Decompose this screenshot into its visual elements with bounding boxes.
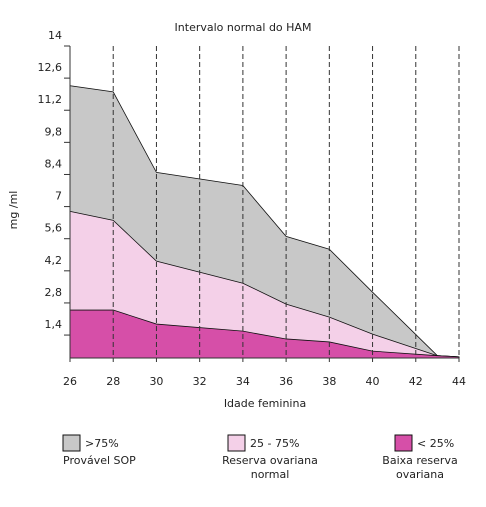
- y-tick-label: 11,2: [38, 93, 63, 106]
- x-tick-label: 36: [279, 375, 293, 388]
- legend-description: normal: [251, 468, 290, 481]
- legend-label: < 25%: [417, 437, 454, 450]
- x-tick-label: 26: [63, 375, 77, 388]
- x-tick-label: 42: [409, 375, 423, 388]
- x-axis-label: Idade feminina: [224, 397, 306, 410]
- y-tick-label: 7: [55, 190, 62, 203]
- y-tick-label: 1,4: [45, 318, 63, 331]
- x-tick-label: 32: [193, 375, 207, 388]
- y-tick-label: 14: [48, 29, 62, 42]
- legend-description: Reserva ovariana: [222, 454, 318, 467]
- legend-label: >75%: [85, 437, 119, 450]
- area: [69, 309, 460, 359]
- y-tick-label: 4,2: [45, 254, 63, 267]
- y-tick-label: 2,8: [45, 286, 63, 299]
- y-tick-label: 8,4: [45, 157, 63, 170]
- x-tick-label: 40: [366, 375, 380, 388]
- x-tick-label: 34: [236, 375, 250, 388]
- legend-description: Provável SOP: [63, 454, 136, 467]
- legend-swatch: [62, 434, 81, 452]
- y-tick-label: 9,8: [45, 125, 63, 138]
- x-tick-label: 44: [452, 375, 466, 388]
- y-tick-label: 5,6: [45, 222, 63, 235]
- legend-label: 25 - 75%: [250, 437, 299, 450]
- x-tick-label: 28: [106, 375, 120, 388]
- legend-description: Baixa reserva: [382, 454, 457, 467]
- legend-swatch: [227, 434, 246, 452]
- x-tick-label: 30: [149, 375, 163, 388]
- legend-swatch: [394, 434, 413, 452]
- y-tick-label: 12,6: [38, 61, 63, 74]
- x-tick-label: 38: [322, 375, 336, 388]
- chart-title: Intervalo normal do HAM: [175, 21, 312, 34]
- legend-description: ovariana: [396, 468, 444, 481]
- y-axis-label: mg /ml: [7, 191, 20, 230]
